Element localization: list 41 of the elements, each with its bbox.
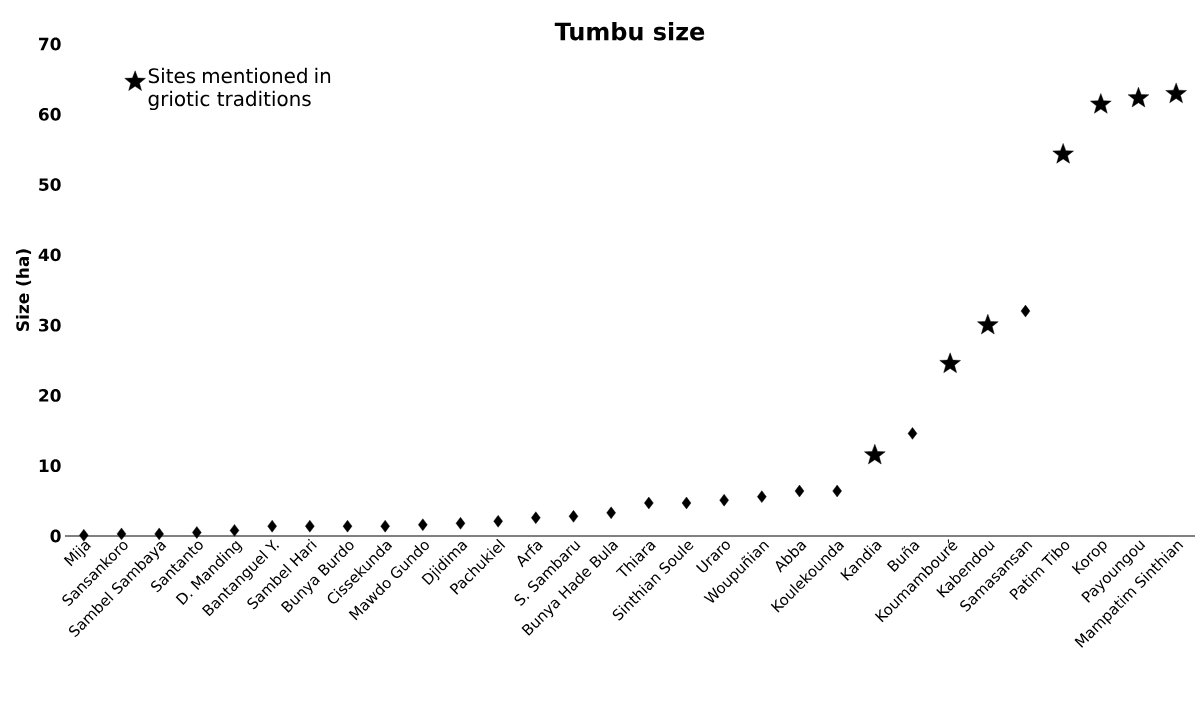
y-tick-label: 40	[38, 248, 61, 262]
y-tick-label: 60	[38, 107, 61, 121]
point	[681, 496, 692, 510]
point	[977, 313, 999, 335]
point	[832, 484, 842, 498]
point	[305, 519, 315, 533]
point	[342, 519, 353, 533]
point	[1127, 86, 1150, 108]
point	[116, 527, 127, 541]
point	[267, 519, 277, 533]
legend-label: Sites mentioned in griotic traditions	[148, 67, 331, 111]
point	[719, 493, 729, 507]
point	[455, 517, 466, 530]
point	[154, 527, 164, 541]
point	[418, 518, 428, 531]
y-axis-title: Size (ha)	[15, 249, 32, 331]
point	[1090, 93, 1112, 114]
point	[192, 526, 202, 539]
point	[1020, 304, 1031, 318]
point	[1165, 82, 1187, 103]
y-tick-label: 0	[50, 529, 61, 543]
point	[757, 490, 767, 503]
y-tick-label: 30	[39, 318, 61, 332]
point	[644, 496, 654, 510]
point	[493, 515, 503, 528]
point	[939, 352, 961, 373]
y-tick-label: 10	[39, 459, 61, 473]
point	[79, 529, 89, 542]
point	[794, 484, 805, 498]
y-tick-label: 50	[39, 178, 61, 191]
point	[864, 444, 886, 465]
point	[907, 427, 918, 440]
point	[380, 519, 390, 533]
point	[531, 511, 541, 524]
chart-title: Tumbu size	[554, 21, 705, 41]
y-tick-label: 70	[39, 37, 61, 51]
point	[229, 524, 240, 537]
point	[568, 510, 579, 523]
y-tick-label: 20	[39, 389, 61, 402]
point	[606, 506, 616, 519]
point	[1052, 143, 1074, 164]
